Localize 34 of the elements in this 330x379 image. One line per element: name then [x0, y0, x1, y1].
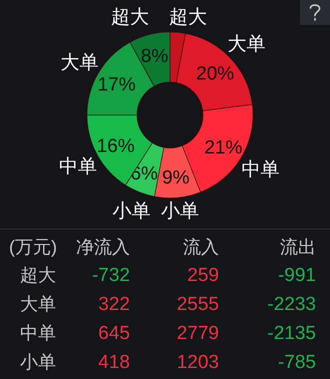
- data-label: 259: [187, 265, 219, 286]
- text: 净流入: [76, 237, 130, 257]
- text: 流出: [280, 237, 316, 257]
- data-label: 1203: [176, 352, 219, 373]
- slice-label: 小单: [112, 201, 150, 222]
- text: 流入: [183, 237, 219, 257]
- data-label: 17%: [98, 74, 136, 96]
- data-label: 2779: [176, 323, 219, 344]
- category-label: 大单: [20, 294, 56, 314]
- data-label: 322: [98, 294, 130, 315]
- category-label: 中单: [20, 323, 56, 343]
- data-label: -2135: [267, 323, 316, 344]
- category-label: 超大: [20, 265, 56, 285]
- slice-label: 大单: [228, 34, 266, 56]
- slice-label: 超大: [168, 7, 207, 28]
- data-label: 8%: [140, 46, 168, 67]
- category-label: 小单: [20, 352, 56, 372]
- data-label: 9%: [162, 168, 190, 189]
- data-label: 21%: [204, 138, 242, 159]
- data-label: 418: [98, 352, 130, 373]
- slice-label: 中单: [241, 159, 280, 180]
- slice-label: 中单: [58, 156, 97, 178]
- data-label: 2555: [176, 294, 219, 315]
- data-label: 16%: [96, 136, 135, 157]
- data-label: -785: [278, 352, 316, 373]
- slice-label: 小单: [160, 201, 199, 222]
- slice-label: 超大: [110, 7, 149, 28]
- data-label: -2233: [267, 294, 316, 315]
- data-label: -991: [278, 265, 316, 286]
- data-label: 20%: [196, 64, 234, 85]
- slice-label: 大单: [60, 52, 99, 74]
- text: (万元): [9, 237, 57, 257]
- data-label: 645: [98, 323, 130, 344]
- data-label: -732: [92, 265, 130, 286]
